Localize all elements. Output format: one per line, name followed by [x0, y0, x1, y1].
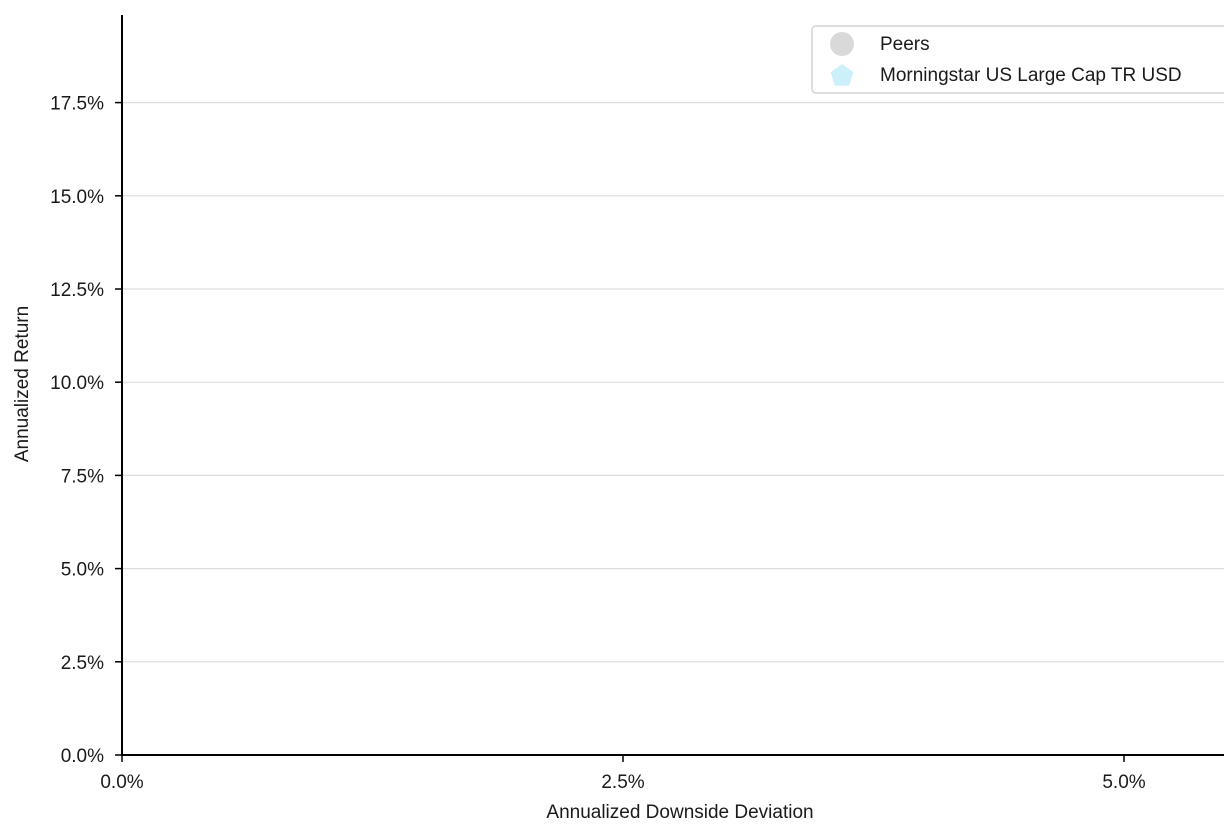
legend-entry-label: Peers — [880, 34, 930, 55]
y-tick-label: 7.5% — [61, 466, 104, 487]
y-tick-label: 12.5% — [50, 280, 104, 301]
y-tick-label: 15.0% — [50, 187, 104, 208]
y-tick-label: 17.5% — [50, 94, 104, 115]
legend-entry-label: Morningstar US Large Cap TR USD — [880, 65, 1182, 86]
y-tick-label: 5.0% — [61, 560, 104, 581]
x-tick-label: 2.5% — [601, 772, 644, 793]
tick-labels: 0.0% 2.5% 5.0% 7.5% 10.0% 12.5% 15.0% 17.5% 0.0%… — [50, 94, 1146, 793]
legend: Peers Morningstar US Large Cap TR USD — [811, 25, 1224, 94]
axes — [121, 15, 1224, 756]
legend-benchmark-marker — [830, 64, 854, 86]
gridlines — [122, 101, 1224, 663]
y-tick-label: 10.0% — [50, 373, 104, 394]
legend-box — [811, 25, 1224, 94]
legend-peers-marker — [830, 32, 854, 56]
x-axis-title: Annualized Downside Deviation — [546, 802, 813, 823]
x-tick-label: 0.0% — [100, 772, 143, 793]
x-tick-label: 5.0% — [1102, 772, 1145, 793]
y-axis-title: Annualized Return — [12, 306, 33, 462]
y-tick-label: 2.5% — [61, 653, 104, 674]
y-tick-label: 0.0% — [61, 746, 104, 767]
